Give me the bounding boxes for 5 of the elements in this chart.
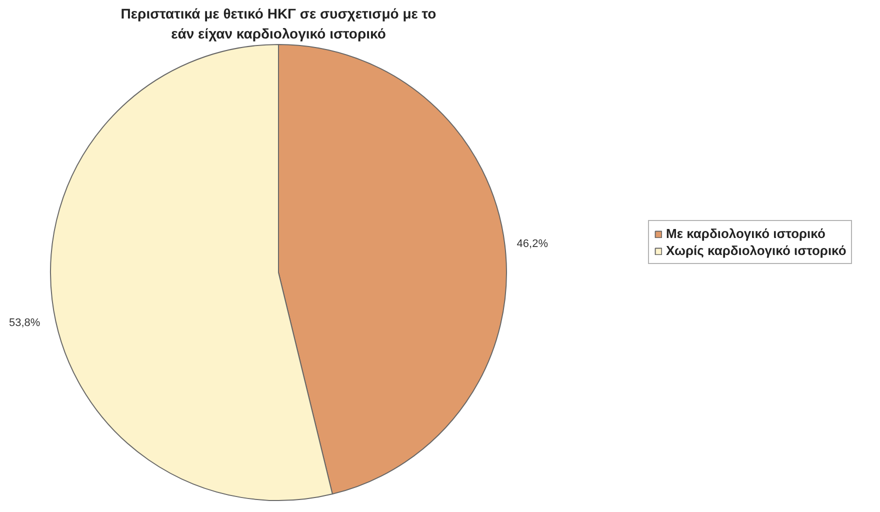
legend-label: Χωρίς καρδιολογικό ιστορικό bbox=[666, 243, 846, 258]
legend-label: Με καρδιολογικό ιστορικό bbox=[666, 226, 826, 241]
data-label: 53,8% bbox=[9, 317, 40, 330]
data-label: 46,2% bbox=[516, 238, 548, 250]
chart-title: Περιστατικά με θετικό ΗΚΓ σε συσχετισμό με το εάν είχαν καρδιολογικό ιστορικό bbox=[120, 6, 436, 42]
